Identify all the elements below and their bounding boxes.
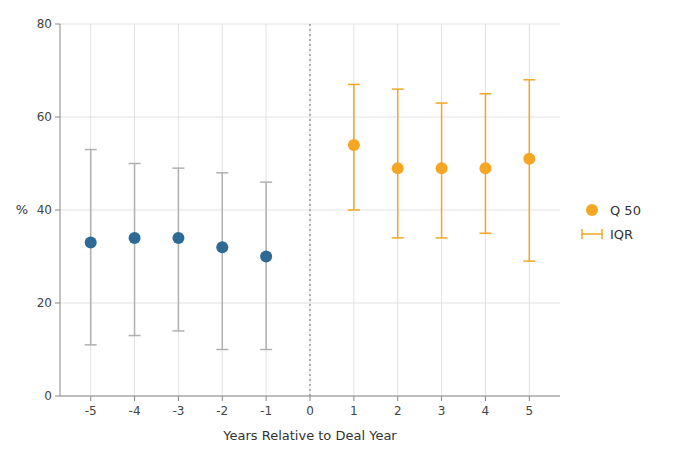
grid-line-x (134, 24, 135, 396)
point (392, 162, 404, 174)
grid-line-x (397, 24, 398, 396)
error-bar-high-cap (523, 79, 535, 81)
y-tick-label: 40 (37, 203, 52, 217)
x-tick-label: 5 (525, 404, 533, 418)
y-tick (55, 303, 60, 304)
x-tick (485, 396, 486, 401)
error-bar-low-cap (216, 349, 228, 351)
x-axis-label: Years Relative to Deal Year (222, 428, 397, 443)
x-tick-label: 4 (482, 404, 490, 418)
grid-line-x (178, 24, 179, 396)
point (85, 237, 97, 249)
legend-swatch (601, 229, 603, 239)
error-bar-high-cap (85, 149, 97, 151)
error-bar-high-cap (216, 172, 228, 174)
point (216, 241, 228, 253)
point (436, 162, 448, 174)
grid-line-x (90, 24, 91, 396)
x-tick (222, 396, 223, 401)
error-bar (529, 80, 531, 261)
x-tick (90, 396, 91, 401)
y-tick (55, 396, 60, 397)
error-bar-high-cap (392, 88, 404, 90)
x-tick (353, 396, 354, 401)
error-bar-low-cap (392, 237, 404, 239)
x-tick-label: -1 (260, 404, 272, 418)
y-tick-label: 20 (37, 296, 52, 310)
x-tick-label: 1 (350, 404, 358, 418)
error-bar-low-cap (260, 349, 272, 351)
x-tick-label: 3 (438, 404, 446, 418)
x-tick-label: 2 (394, 404, 402, 418)
x-tick (397, 396, 398, 401)
error-bar-low-cap (85, 344, 97, 346)
y-axis-label: % (16, 202, 28, 217)
error-bar-high-cap (260, 181, 272, 183)
grid-line-x (266, 24, 267, 396)
error-bar (265, 182, 267, 349)
legend-label: Q 50 (610, 203, 641, 218)
error-bar-high-cap (348, 84, 360, 86)
x-tick-label: -5 (85, 404, 97, 418)
point (260, 251, 272, 263)
marks (85, 24, 536, 396)
error-bar-high-cap (479, 93, 491, 95)
error-bar (134, 164, 136, 336)
grid (60, 24, 560, 396)
y-tick-label: 80 (37, 17, 52, 31)
grid-line-x (441, 24, 442, 396)
x-tick-label: -3 (172, 404, 184, 418)
x-tick (310, 396, 311, 401)
error-bar-high-cap (436, 102, 448, 104)
legend-label: IQR (610, 227, 633, 242)
y-tick (55, 117, 60, 118)
axes: -5 -4 -3 -2 -1 0 1 2 3 4 5 0 20 40 60 80 (37, 17, 560, 418)
error-bar-low-cap (523, 260, 535, 262)
y-tick-label: 0 (44, 389, 52, 403)
x-tick (441, 396, 442, 401)
error-bar-high-cap (172, 167, 184, 169)
error-bar-low-cap (129, 335, 141, 337)
points (85, 139, 536, 263)
error-bars (85, 80, 536, 350)
point (523, 153, 535, 165)
point (479, 162, 491, 174)
x-tick (178, 396, 179, 401)
grid-line-x (310, 24, 311, 396)
y-tick-label: 60 (37, 110, 52, 124)
legend-swatch (586, 204, 598, 216)
x-tick (134, 396, 135, 401)
error-bar-low-cap (172, 330, 184, 332)
x-tick (529, 396, 530, 401)
point (129, 232, 141, 244)
error-bar (178, 168, 180, 331)
error-bar (222, 173, 224, 350)
grid-line-x (485, 24, 486, 396)
point (172, 232, 184, 244)
error-bar-high-cap (129, 163, 141, 165)
x-tick-label: 0 (306, 404, 314, 418)
legend-swatch (582, 233, 602, 235)
y-tick (55, 210, 60, 211)
x-tick (266, 396, 267, 401)
y-tick (55, 24, 60, 25)
x-tick-label: -2 (216, 404, 228, 418)
error-bar-low-cap (479, 233, 491, 235)
x-tick-label: -4 (129, 404, 141, 418)
grid-line-x (222, 24, 223, 396)
reference-line (309, 24, 311, 396)
error-bar-low-cap (436, 237, 448, 239)
error-bar-low-cap (348, 209, 360, 211)
point (348, 139, 360, 151)
chart: -5 -4 -3 -2 -1 0 1 2 3 4 5 0 20 40 60 80 Years Relative … (0, 0, 693, 462)
background (0, 0, 693, 462)
legend-swatch (581, 229, 583, 239)
legend: Q 50 IQR (582, 203, 641, 242)
